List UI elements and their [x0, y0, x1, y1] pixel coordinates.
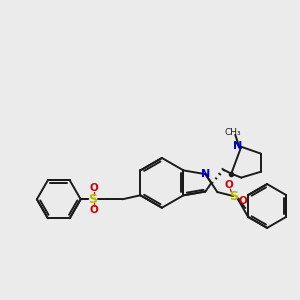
Text: N: N [201, 169, 210, 179]
Text: O: O [225, 180, 234, 190]
Text: O: O [89, 205, 98, 215]
Text: S: S [229, 190, 238, 202]
Text: O: O [89, 183, 98, 193]
Text: S: S [88, 193, 97, 206]
Text: O: O [239, 196, 248, 206]
Text: CH₃: CH₃ [225, 128, 242, 137]
Text: N: N [232, 141, 242, 151]
